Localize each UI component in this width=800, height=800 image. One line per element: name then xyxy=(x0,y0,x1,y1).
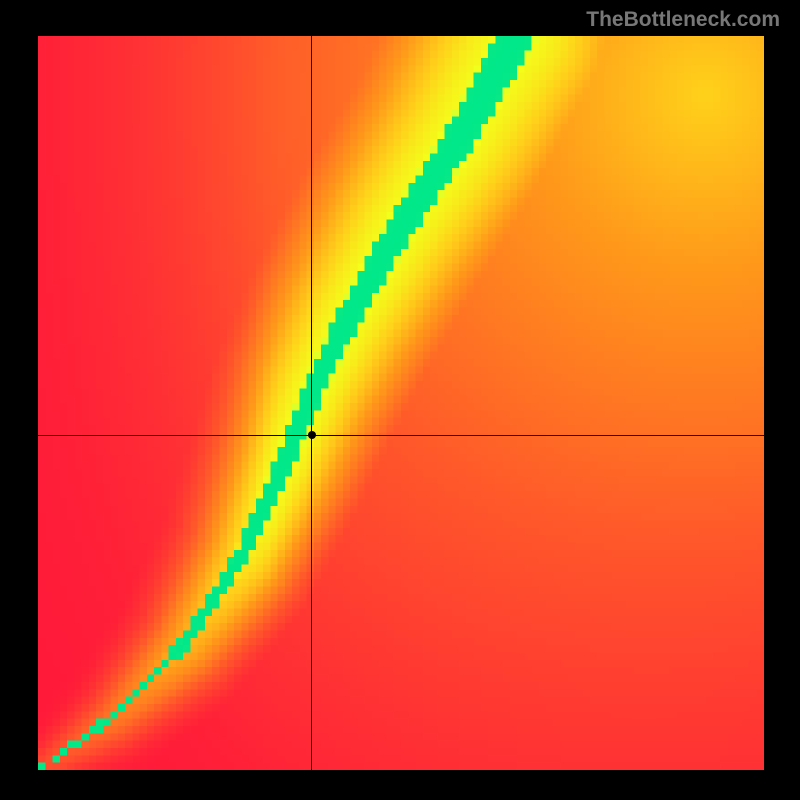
crosshair-marker xyxy=(308,431,316,439)
bottleneck-heatmap xyxy=(38,36,764,770)
chart-root: { "attribution": { "text": "TheBottlenec… xyxy=(0,0,800,800)
crosshair-horizontal xyxy=(38,435,764,436)
crosshair-vertical xyxy=(311,36,312,770)
attribution-text: TheBottleneck.com xyxy=(586,8,780,32)
